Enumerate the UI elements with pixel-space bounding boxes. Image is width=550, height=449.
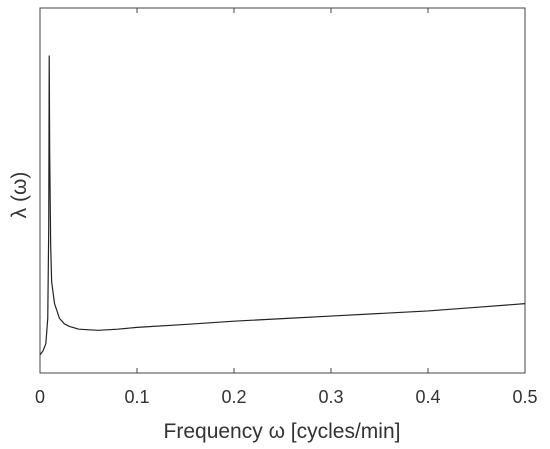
x-tick-label: 0.1 [124, 387, 149, 407]
plot-frame [39, 7, 526, 374]
x-tick-label: 0.2 [221, 387, 246, 407]
x-axis-label: Frequency ω [cycles/min] [164, 420, 401, 443]
x-tick-label: 0 [35, 387, 45, 407]
x-tick-label: 0.5 [512, 387, 537, 407]
y-axis-label: λ (ω) [8, 172, 31, 219]
data-line [39, 55, 526, 356]
x-tick-label: 0.4 [415, 387, 440, 407]
x-tick-label: 0.3 [318, 387, 343, 407]
